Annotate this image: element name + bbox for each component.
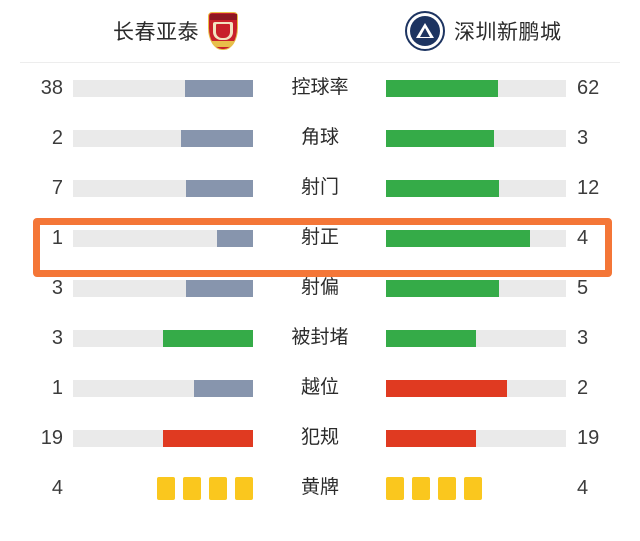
home-value: 3 <box>51 327 63 349</box>
away-bar-track <box>386 380 566 397</box>
stat-label: 越位 <box>300 377 339 398</box>
stat-label: 犯规 <box>300 427 339 448</box>
stat-row: 1 越位 2 <box>0 363 640 413</box>
away-bar-track <box>386 130 566 147</box>
home-bar-track <box>73 80 253 97</box>
home-value: 1 <box>51 227 63 249</box>
stat-row: 2 角球 3 <box>0 113 640 163</box>
home-team: 长春亚泰 <box>113 0 238 62</box>
away-value: 12 <box>577 177 600 199</box>
home-value: 19 <box>40 427 63 449</box>
yellow-card-icon <box>183 477 201 500</box>
yellow-card-icon <box>386 477 404 500</box>
stat-row: 4 黄牌 4 <box>0 463 640 513</box>
stat-label: 控球率 <box>291 77 349 98</box>
yellow-card-icon <box>464 477 482 500</box>
home-bar-fill <box>186 280 253 297</box>
away-bar-fill <box>386 430 476 447</box>
home-bar-fill <box>193 380 253 397</box>
away-bar-fill <box>386 330 476 347</box>
home-bar-fill <box>163 330 253 347</box>
stat-label: 射偏 <box>300 277 339 298</box>
match-header: 长春亚泰 深圳新鹏城 <box>0 0 640 62</box>
stat-row: 3 射偏 5 <box>0 263 640 313</box>
yellow-card-icon <box>209 477 227 500</box>
away-bar-fill <box>386 380 507 397</box>
away-bar-track <box>386 280 566 297</box>
away-bar-track <box>386 330 566 347</box>
away-bar-fill <box>386 230 530 247</box>
away-team-name: 深圳新鹏城 <box>454 21 562 44</box>
away-bar-fill <box>386 80 498 97</box>
home-value: 7 <box>51 177 63 199</box>
home-bar-fill <box>181 130 253 147</box>
away-value: 4 <box>577 477 589 499</box>
home-bar-fill <box>163 430 253 447</box>
away-bar-track <box>386 430 566 447</box>
home-bar-track <box>73 430 253 447</box>
away-bar-fill <box>386 180 500 197</box>
away-value: 62 <box>577 77 600 99</box>
home-bar-track <box>73 330 253 347</box>
stat-row: 19 犯规 19 <box>0 413 640 463</box>
stat-label: 被封堵 <box>291 327 349 348</box>
home-value: 38 <box>40 77 63 99</box>
yellow-card-icon <box>235 477 253 500</box>
home-value: 4 <box>51 477 63 499</box>
stat-label: 射门 <box>300 177 339 198</box>
stats-list: 38 控球率 62 2 角球 3 7 射门 12 1 射正 4 3 射偏 5 3 被封堵 3 1 越位 2 19 犯规 19 4… <box>0 63 640 513</box>
away-team: 深圳新鹏城 <box>405 0 562 62</box>
away-value: 5 <box>577 277 589 299</box>
home-bar-track <box>73 280 253 297</box>
home-bar-fill <box>217 230 253 247</box>
stat-label: 角球 <box>300 127 339 148</box>
home-value: 3 <box>51 277 63 299</box>
stat-row: 1 射正 4 <box>0 213 640 263</box>
away-bar-track <box>386 180 566 197</box>
shenzhen-peng-city-crest-icon <box>405 11 445 51</box>
home-bar-fill <box>184 80 253 97</box>
away-value: 3 <box>577 127 589 149</box>
away-value: 3 <box>577 327 589 349</box>
yellow-card-icon <box>438 477 456 500</box>
away-bar-track <box>386 230 566 247</box>
home-bar-fill <box>186 180 253 197</box>
away-bar-fill <box>386 280 500 297</box>
away-value: 19 <box>577 427 600 449</box>
home-bar-track <box>73 230 253 247</box>
home-bar-track <box>73 130 253 147</box>
away-bar-track <box>386 80 566 97</box>
away-bar-fill <box>386 130 494 147</box>
home-bar-track <box>73 180 253 197</box>
yellow-card-icon <box>412 477 430 500</box>
stat-label: 黄牌 <box>300 477 339 498</box>
home-value: 2 <box>51 127 63 149</box>
home-team-name: 长春亚泰 <box>113 21 199 44</box>
home-value: 1 <box>51 377 63 399</box>
changchun-yatai-crest-icon <box>208 12 238 50</box>
stat-label: 射正 <box>300 227 339 248</box>
home-bar-track <box>73 380 253 397</box>
away-value: 4 <box>577 227 589 249</box>
away-yellow-cards <box>386 477 566 500</box>
home-yellow-cards <box>73 477 253 500</box>
stat-row: 38 控球率 62 <box>0 63 640 113</box>
header-divider <box>20 62 620 63</box>
stat-row: 3 被封堵 3 <box>0 313 640 363</box>
stat-row: 7 射门 12 <box>0 163 640 213</box>
away-value: 2 <box>577 377 589 399</box>
yellow-card-icon <box>157 477 175 500</box>
